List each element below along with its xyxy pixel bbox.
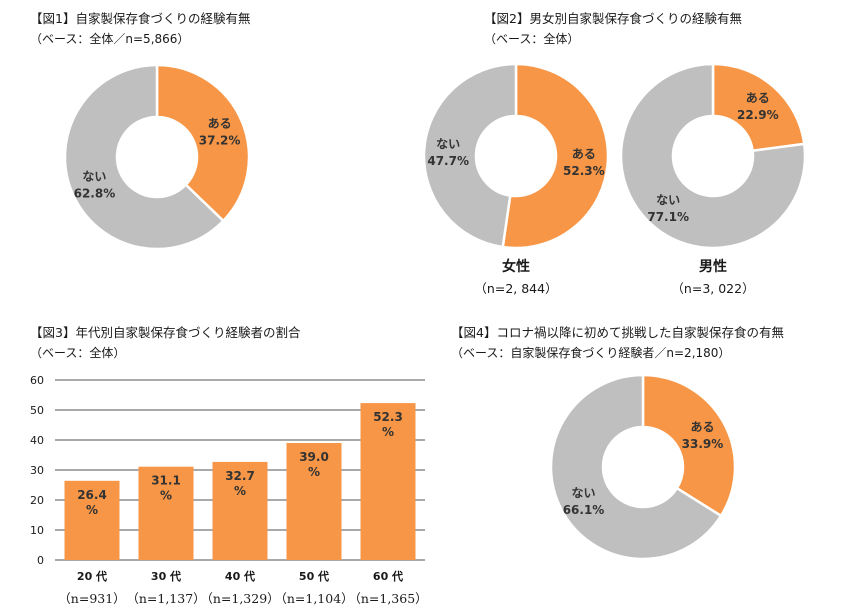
female-label: 女性 [502,259,530,275]
bar-2 [212,461,268,560]
fig1-slice-name-yes: ある [208,116,232,130]
fig1-title: 【図1】自家製保存食づくりの経験有無 [30,11,251,26]
bar-unit-label: % [86,503,98,517]
fig2-male-slice-value-no: 77.1% [647,210,689,224]
bar-0 [64,480,120,560]
fig2-female-slice-name-yes: ある [572,147,596,161]
fig4-slice-name-no: ない [572,486,596,500]
bar-value-label: 52.3 [373,410,403,424]
male-n: （n=3, 022） [671,281,755,296]
bar-unit-label: % [308,465,320,479]
fig2-male-slice-no [619,62,807,250]
category-label: 20 代 [77,569,107,583]
fig1-slice-value-yes: 37.2% [199,133,241,147]
category-label: 30 代 [151,569,181,583]
bar-unit-label: % [160,489,172,503]
y-tick-label: 60 [30,374,44,387]
fig2-male-slice-name-no: ない [656,193,680,207]
fig2-male-slice-name-yes: ある [746,91,770,105]
category-label: 40 代 [225,569,255,583]
fig4-slice-value-yes: 33.9% [682,437,724,451]
fig2-subtitle: （ベース：全体） [484,32,580,46]
fig2-female-slice-value-no: 47.7% [427,154,469,168]
fig2-male-slice-yes [711,62,806,153]
bar-value-label: 32.7 [225,469,255,483]
category-n-label: （n=1,365） [348,591,427,606]
fig4-slice-yes [641,373,737,518]
bar-value-label: 31.1 [151,474,181,488]
fig3-bar-chart: 0 10 20 30 40 50 60 26.4% 20 代 （n=931） 31.1% 30 代 （n… [30,374,428,606]
y-tick-label: 30 [30,464,44,477]
fig1-slice-yes [155,63,251,223]
category-n-label: （n=1,329） [200,591,279,606]
category-label: 50 代 [299,569,329,583]
category-label: 60 代 [373,569,403,583]
y-tick-label: 50 [30,404,44,417]
y-tick-label: 20 [30,494,44,507]
fig4-subtitle: （ベース：自家製保存食づくり経験者／n=2,180） [451,346,731,360]
bar-3 [286,443,342,560]
fig4-slice-name-yes: ある [690,420,714,434]
fig1-slice-name-no: ない [82,170,106,184]
fig1-slice-no [63,63,226,251]
y-tick-label: 0 [37,554,44,567]
bar-4 [360,403,416,560]
bar-unit-label: % [382,425,394,439]
male-label: 男性 [699,259,727,275]
fig3-subtitle: （ベース：全体） [30,346,126,360]
bar-value-label: 26.4 [77,488,107,502]
fig1-donut-chart: ある 37.2% ない 62.8% [63,63,251,251]
fig2-female-slice-no [422,62,518,249]
female-n: （n=2, 844） [474,281,558,296]
fig4-slice-value-no: 66.1% [563,503,605,517]
fig1-slice-value-no: 62.8% [74,187,116,201]
fig4-title: 【図4】コロナ禍以降に初めて挑戦した自家製保存食の有無 [451,325,784,340]
y-tick-label: 10 [30,524,44,537]
fig4-donut-chart: ある 33.9% ない 66.1% [549,373,737,561]
fig2-male-donut-chart: ある 22.9% ない 77.1% [619,62,807,250]
fig2-male-slice-value-yes: 22.9% [737,108,779,122]
bar-unit-label: % [234,484,246,498]
category-n-label: （n=931） [58,591,125,606]
fig3-title: 【図3】年代別自家製保存食づくり経験者の割合 [30,325,301,340]
y-tick-label: 40 [30,434,44,447]
bar-value-label: 39.0 [299,450,329,464]
category-n-label: （n=1,104） [274,591,353,606]
fig2-female-slice-name-no: ない [436,137,460,151]
bar-1 [138,466,194,560]
fig2-title: 【図2】男女別自家製保存食づくりの経験有無 [484,11,742,26]
category-n-label: （n=1,137） [126,591,205,606]
fig2-female-slice-value-yes: 52.3% [563,164,605,178]
fig2-female-slice-yes [501,62,610,250]
fig4-slice-no [549,373,723,561]
fig2-female-donut-chart: ある 52.3% ない 47.7% [422,62,610,250]
fig1-subtitle: （ベース：全体／n=5,866） [30,32,190,46]
